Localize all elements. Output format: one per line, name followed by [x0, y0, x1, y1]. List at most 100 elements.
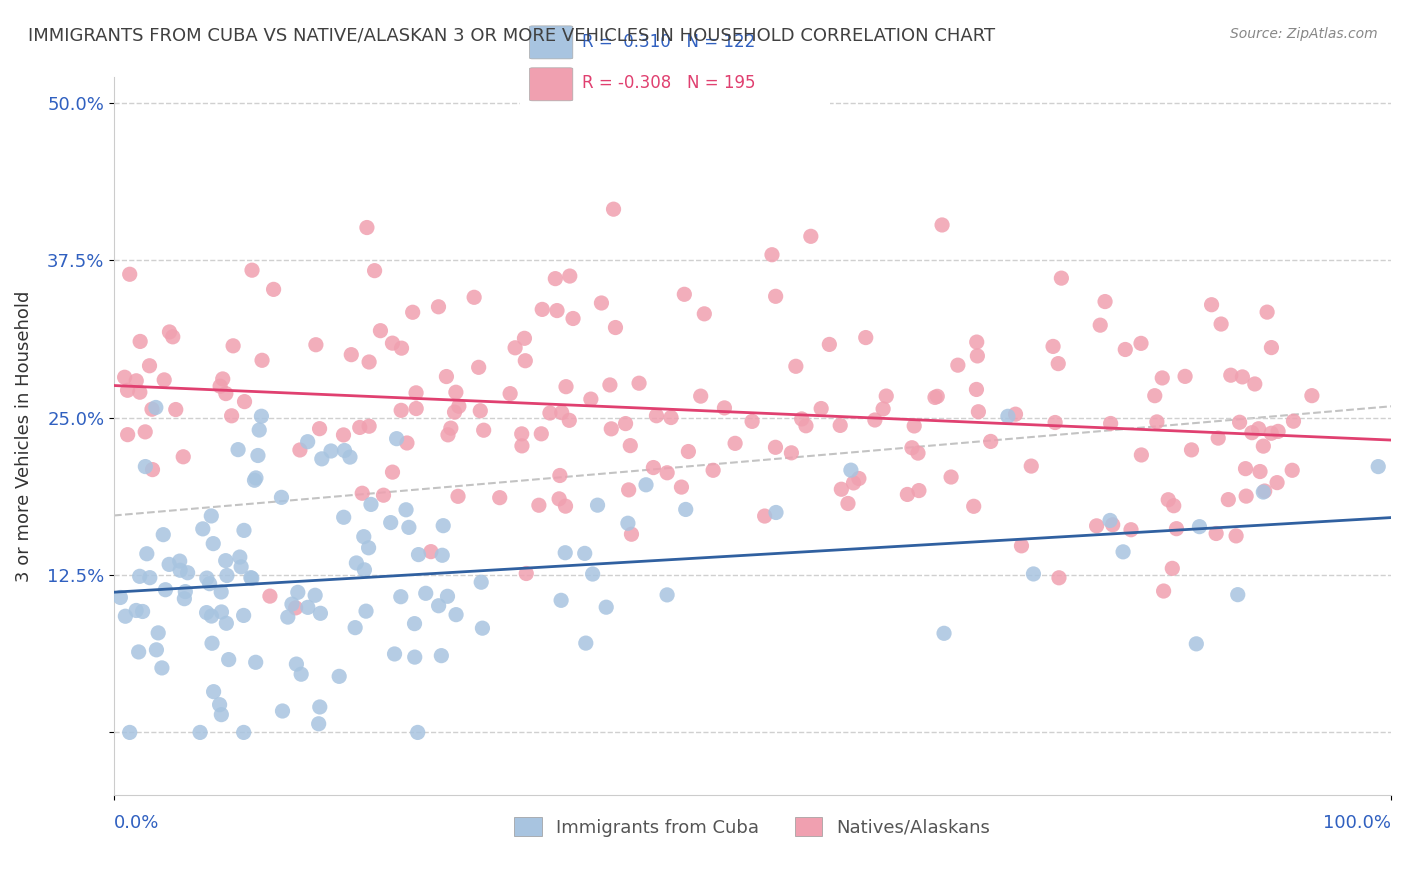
Point: [200, 609, 222, 624]
Point: [896, 487, 918, 501]
Point: [765, 289, 787, 303]
Point: [398, 520, 420, 534]
Point: [145, 401, 167, 415]
Text: 100.0%: 100.0%: [1323, 814, 1391, 832]
Point: [1119, 523, 1142, 537]
Point: [114, 609, 136, 624]
Point: [1180, 442, 1202, 457]
Point: [628, 376, 651, 391]
Point: [229, 549, 252, 564]
Point: [1253, 485, 1275, 500]
Point: [1146, 415, 1168, 429]
Point: [308, 716, 330, 731]
Point: [233, 524, 256, 538]
Point: [842, 475, 865, 490]
Point: [271, 704, 294, 718]
Point: [285, 657, 308, 671]
Point: [359, 355, 381, 369]
Point: [1130, 336, 1153, 351]
Point: [605, 320, 627, 334]
Point: [800, 229, 823, 244]
Point: [1367, 459, 1389, 474]
Point: [440, 421, 463, 435]
Point: [389, 590, 412, 604]
Point: [538, 406, 561, 420]
Point: [963, 500, 986, 514]
Point: [290, 667, 312, 681]
Point: [1152, 371, 1174, 385]
Point: [110, 591, 132, 605]
Point: [463, 290, 485, 304]
Point: [191, 522, 214, 536]
Text: IMMIGRANTS FROM CUBA VS NATIVE/ALASKAN 3 OR MORE VEHICLES IN HOUSEHOLD CORRELATI: IMMIGRANTS FROM CUBA VS NATIVE/ALASKAN 3…: [28, 27, 995, 45]
Point: [470, 575, 492, 590]
Point: [232, 725, 254, 739]
Point: [908, 483, 931, 498]
Point: [1206, 431, 1229, 445]
Point: [713, 401, 735, 415]
Point: [309, 607, 332, 621]
Point: [308, 700, 330, 714]
Point: [134, 459, 156, 474]
Point: [875, 389, 897, 403]
Point: [548, 468, 571, 483]
Point: [169, 563, 191, 577]
Point: [308, 422, 330, 436]
Point: [356, 220, 378, 235]
Point: [385, 432, 408, 446]
Point: [218, 652, 240, 666]
Point: [131, 605, 153, 619]
Point: [349, 420, 371, 434]
Point: [162, 330, 184, 344]
Point: [1234, 461, 1257, 475]
Point: [340, 348, 363, 362]
Point: [427, 300, 450, 314]
Legend: Immigrants from Cuba, Natives/Alaskans: Immigrants from Cuba, Natives/Alaskans: [508, 810, 998, 844]
Point: [211, 605, 233, 619]
Point: [558, 268, 581, 283]
Point: [620, 527, 643, 541]
Point: [447, 489, 470, 503]
Point: [1101, 517, 1123, 532]
Point: [240, 571, 263, 585]
Point: [1232, 370, 1254, 384]
Point: [1011, 539, 1033, 553]
Point: [333, 443, 356, 458]
Point: [724, 436, 747, 450]
Point: [1211, 317, 1233, 331]
Point: [1218, 492, 1240, 507]
Point: [405, 401, 427, 416]
Point: [344, 556, 367, 570]
Point: [128, 385, 150, 400]
FancyBboxPatch shape: [530, 26, 572, 59]
Point: [222, 339, 245, 353]
Point: [761, 248, 783, 262]
Point: [1256, 305, 1278, 319]
Point: [352, 486, 374, 500]
Point: [391, 341, 413, 355]
Point: [1004, 407, 1026, 421]
Point: [586, 498, 609, 512]
Point: [141, 402, 163, 417]
Point: [380, 516, 402, 530]
Point: [927, 389, 949, 403]
Point: [360, 497, 382, 511]
Point: [600, 422, 623, 436]
Point: [432, 548, 454, 562]
Point: [1157, 492, 1180, 507]
Point: [1043, 416, 1066, 430]
FancyBboxPatch shape: [530, 68, 572, 101]
Point: [1050, 271, 1073, 285]
Point: [332, 510, 354, 524]
Point: [221, 409, 243, 423]
Point: [128, 645, 150, 659]
Point: [200, 508, 222, 523]
Point: [548, 491, 571, 506]
Point: [574, 546, 596, 560]
Point: [1240, 425, 1263, 440]
Point: [818, 337, 841, 351]
Point: [311, 451, 333, 466]
Point: [117, 384, 139, 398]
Point: [932, 626, 955, 640]
Point: [645, 409, 668, 423]
